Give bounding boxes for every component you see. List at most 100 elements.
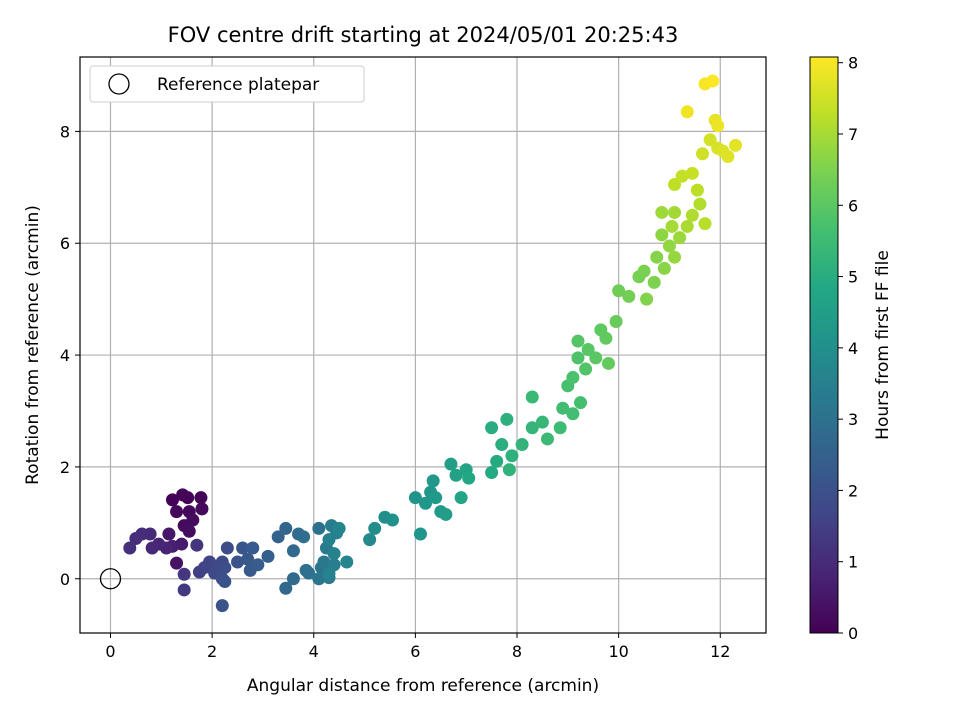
data-point bbox=[566, 407, 580, 421]
data-point bbox=[419, 496, 433, 510]
x-tick-label: 0 bbox=[105, 642, 115, 661]
y-tick-label: 8 bbox=[60, 122, 70, 141]
data-point bbox=[322, 533, 336, 547]
data-point bbox=[215, 599, 229, 613]
colorbar-tick-label: 3 bbox=[848, 410, 858, 429]
x-tick-label: 12 bbox=[710, 642, 730, 661]
legend-reference-label: Reference platepar bbox=[157, 75, 319, 95]
colorbar-tick-label: 8 bbox=[848, 54, 858, 73]
data-point bbox=[571, 334, 585, 348]
legend-reference-marker bbox=[108, 73, 130, 95]
data-point bbox=[236, 541, 250, 555]
data-point bbox=[279, 581, 293, 595]
data-point bbox=[279, 521, 293, 535]
data-point bbox=[729, 138, 743, 152]
x-tick-label: 8 bbox=[512, 642, 522, 661]
data-point bbox=[312, 521, 326, 535]
data-point bbox=[286, 544, 300, 558]
data-point bbox=[485, 421, 499, 435]
data-point bbox=[657, 261, 671, 275]
data-point bbox=[231, 555, 245, 569]
data-point bbox=[693, 197, 707, 211]
colorbar-ticks: 0 1 2 3 4 5 6 7 8 bbox=[838, 54, 858, 643]
data-point bbox=[495, 438, 509, 452]
data-point bbox=[581, 342, 595, 356]
data-point bbox=[170, 505, 184, 519]
data-point bbox=[426, 474, 440, 488]
data-point bbox=[574, 396, 588, 410]
colorbar-tick-label: 7 bbox=[848, 125, 858, 144]
colorbar-tick-label: 0 bbox=[848, 624, 858, 643]
data-point bbox=[220, 541, 234, 555]
colorbar: 0 1 2 3 4 5 6 7 8 Hours from first FF file bbox=[809, 54, 893, 643]
data-point bbox=[650, 250, 664, 264]
data-point bbox=[665, 219, 679, 233]
plot-frame bbox=[79, 56, 767, 634]
data-point bbox=[181, 491, 195, 505]
data-point bbox=[194, 491, 208, 505]
data-point bbox=[271, 530, 285, 544]
data-point bbox=[332, 521, 346, 535]
data-point bbox=[525, 390, 539, 404]
data-point bbox=[145, 541, 159, 555]
data-point bbox=[540, 432, 554, 446]
data-point bbox=[505, 449, 519, 463]
data-point bbox=[556, 401, 570, 415]
y-tick-label: 0 bbox=[60, 570, 70, 589]
data-point bbox=[566, 370, 580, 384]
data-point bbox=[601, 356, 615, 370]
data-point bbox=[668, 205, 682, 219]
data-point bbox=[246, 541, 260, 555]
data-point bbox=[368, 521, 382, 535]
data-point bbox=[251, 558, 265, 572]
data-point bbox=[190, 538, 204, 552]
data-point bbox=[622, 289, 636, 303]
data-point bbox=[612, 284, 626, 298]
data-point bbox=[695, 147, 709, 161]
data-point bbox=[177, 583, 191, 597]
data-point bbox=[322, 566, 336, 580]
data-point bbox=[129, 531, 143, 545]
data-point bbox=[662, 239, 676, 253]
data-point bbox=[218, 575, 232, 589]
colorbar-gradient bbox=[809, 56, 839, 634]
x-axis-ticks: 0 2 4 6 8 10 12 bbox=[105, 633, 730, 661]
data-point bbox=[261, 549, 275, 563]
x-tick-label: 6 bbox=[410, 642, 420, 661]
data-point bbox=[241, 552, 255, 566]
data-point bbox=[599, 331, 613, 345]
data-point bbox=[162, 527, 176, 541]
data-point bbox=[668, 178, 682, 192]
data-point bbox=[680, 219, 694, 233]
reference-platepar-marker bbox=[99, 568, 122, 590]
data-point bbox=[640, 292, 654, 306]
x-tick-label: 10 bbox=[608, 642, 628, 661]
data-point bbox=[525, 421, 539, 435]
y-tick-label: 6 bbox=[60, 234, 70, 253]
data-point bbox=[535, 415, 549, 429]
chart-title: FOV centre drift starting at 2024/05/01 … bbox=[168, 23, 679, 47]
data-point bbox=[462, 471, 476, 485]
y-tick-label: 4 bbox=[60, 346, 70, 365]
data-point bbox=[317, 555, 331, 569]
data-point bbox=[297, 530, 311, 544]
data-point bbox=[571, 351, 585, 365]
data-point bbox=[655, 228, 669, 242]
data-point bbox=[454, 491, 468, 505]
data-point bbox=[685, 208, 699, 222]
data-point bbox=[685, 166, 699, 180]
data-point bbox=[675, 169, 689, 183]
colorbar-label: Hours from first FF file bbox=[873, 250, 893, 440]
data-points bbox=[99, 74, 743, 613]
colorbar-tick-label: 2 bbox=[848, 481, 858, 500]
data-point bbox=[123, 541, 137, 555]
data-point bbox=[690, 183, 704, 197]
data-point bbox=[647, 275, 661, 289]
data-point bbox=[680, 105, 694, 119]
y-tick-label: 2 bbox=[60, 458, 70, 477]
data-point bbox=[408, 491, 422, 505]
data-point bbox=[553, 421, 567, 435]
data-point bbox=[165, 493, 179, 507]
data-point bbox=[195, 502, 209, 516]
